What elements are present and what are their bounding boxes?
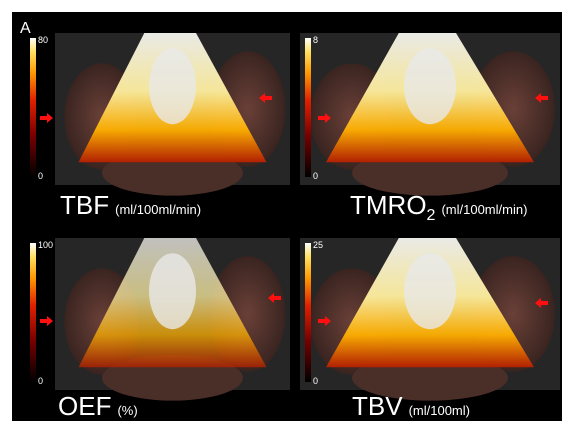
figure: A 800TBF(ml/100ml/min)80TMRO2(ml/100ml/m… (0, 0, 574, 423)
colorbar-max: 100 (38, 240, 53, 250)
colorbar-max: 8 (313, 35, 318, 45)
colorbar-min: 0 (313, 376, 318, 386)
lung-region (404, 253, 456, 329)
title-unit: (ml/100ml/min) (115, 202, 201, 217)
colorbar (305, 243, 311, 382)
title-main: OEF (58, 391, 111, 421)
title-subscript: 2 (427, 207, 436, 224)
title-main: TMRO (350, 190, 427, 220)
colorbar-min: 0 (313, 171, 318, 181)
title-unit: (%) (117, 403, 137, 418)
colorbar-min: 0 (38, 376, 43, 386)
title-main: TBF (60, 190, 109, 220)
colorbar-max: 25 (313, 240, 323, 250)
colorbar (30, 243, 36, 382)
colorbar-max: 80 (38, 35, 48, 45)
colorbar (305, 38, 311, 177)
panel-label: A (20, 20, 31, 37)
lung-region (404, 48, 456, 124)
lung-region (149, 253, 196, 329)
title-unit: (ml/100ml/min) (441, 202, 527, 217)
lung-region (149, 48, 196, 124)
title-main: TBV (352, 391, 403, 421)
title-unit: (ml/100ml) (409, 403, 470, 418)
colorbar-min: 0 (38, 171, 43, 181)
colorbar (30, 38, 36, 177)
